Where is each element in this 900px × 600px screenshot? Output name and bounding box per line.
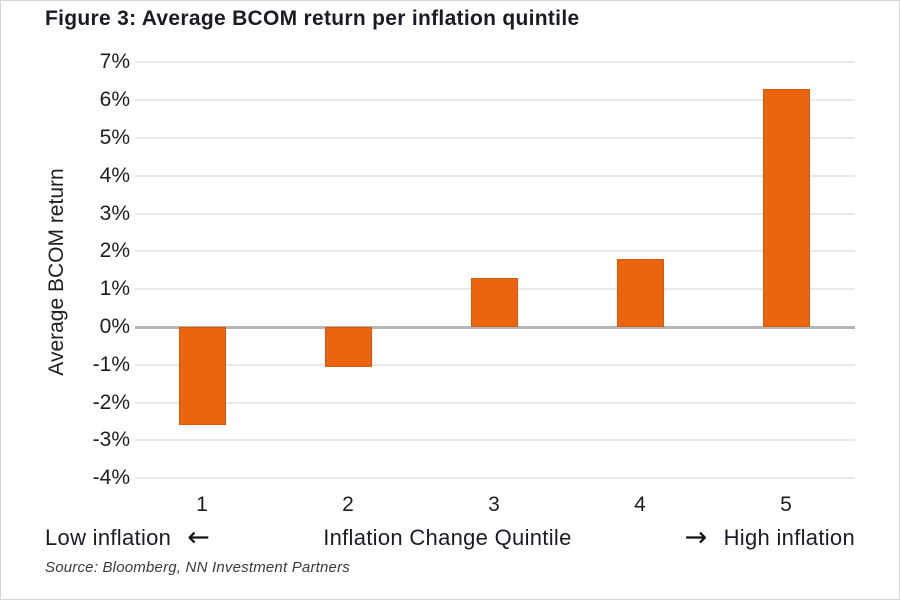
y-tick-label: 0% — [99, 315, 130, 338]
y-axis-title: Average BCOM return — [45, 168, 68, 376]
y-tick-label: 2% — [99, 239, 130, 262]
x-tick-label: 1 — [196, 493, 208, 516]
chart-title: Figure 3: Average BCOM return per inflat… — [45, 7, 580, 30]
y-tick-label: 7% — [99, 50, 130, 73]
gridline — [135, 250, 855, 252]
x-tick-label: 2 — [342, 493, 354, 516]
gridline — [135, 477, 855, 479]
y-tick-label: -4% — [92, 466, 130, 489]
zero-line — [135, 326, 855, 329]
y-tick-label: 5% — [99, 126, 130, 149]
y-tick-label: 3% — [99, 202, 130, 225]
right-arrow-icon: → — [684, 522, 708, 553]
x-axis-annotation-row: Low inflation ← Inflation Change Quintil… — [45, 522, 855, 554]
bar-quintile-1 — [179, 327, 226, 425]
low-inflation-label: Low inflation — [45, 525, 172, 550]
gridline — [135, 61, 855, 63]
x-axis-label: Inflation Change Quintile — [323, 525, 572, 550]
y-tick-label: -3% — [92, 428, 130, 451]
gridline — [135, 364, 855, 366]
high-inflation-group: → High inflation — [684, 522, 855, 553]
gridline — [135, 175, 855, 177]
gridline — [135, 439, 855, 441]
gridline — [135, 213, 855, 215]
gridline — [135, 402, 855, 404]
y-tick-label: 6% — [99, 88, 130, 111]
bar-quintile-4 — [617, 259, 664, 327]
y-tick-label: 1% — [99, 277, 130, 300]
y-tick-label: 4% — [99, 164, 130, 187]
source-caption: Source: Bloomberg, NN Investment Partner… — [45, 559, 350, 576]
left-arrow-icon: ← — [187, 522, 211, 553]
bar-quintile-5 — [763, 89, 810, 327]
y-tick-label: -2% — [92, 391, 130, 414]
x-tick-label: 5 — [780, 493, 792, 516]
bar-quintile-2 — [325, 327, 372, 367]
low-inflation-group: Low inflation ← — [45, 522, 211, 553]
bar-quintile-3 — [471, 278, 518, 327]
gridline — [135, 99, 855, 101]
y-tick-label: -1% — [92, 353, 130, 376]
high-inflation-label: High inflation — [723, 525, 855, 550]
gridline — [135, 137, 855, 139]
x-tick-label: 4 — [634, 493, 646, 516]
x-tick-label: 3 — [488, 493, 500, 516]
